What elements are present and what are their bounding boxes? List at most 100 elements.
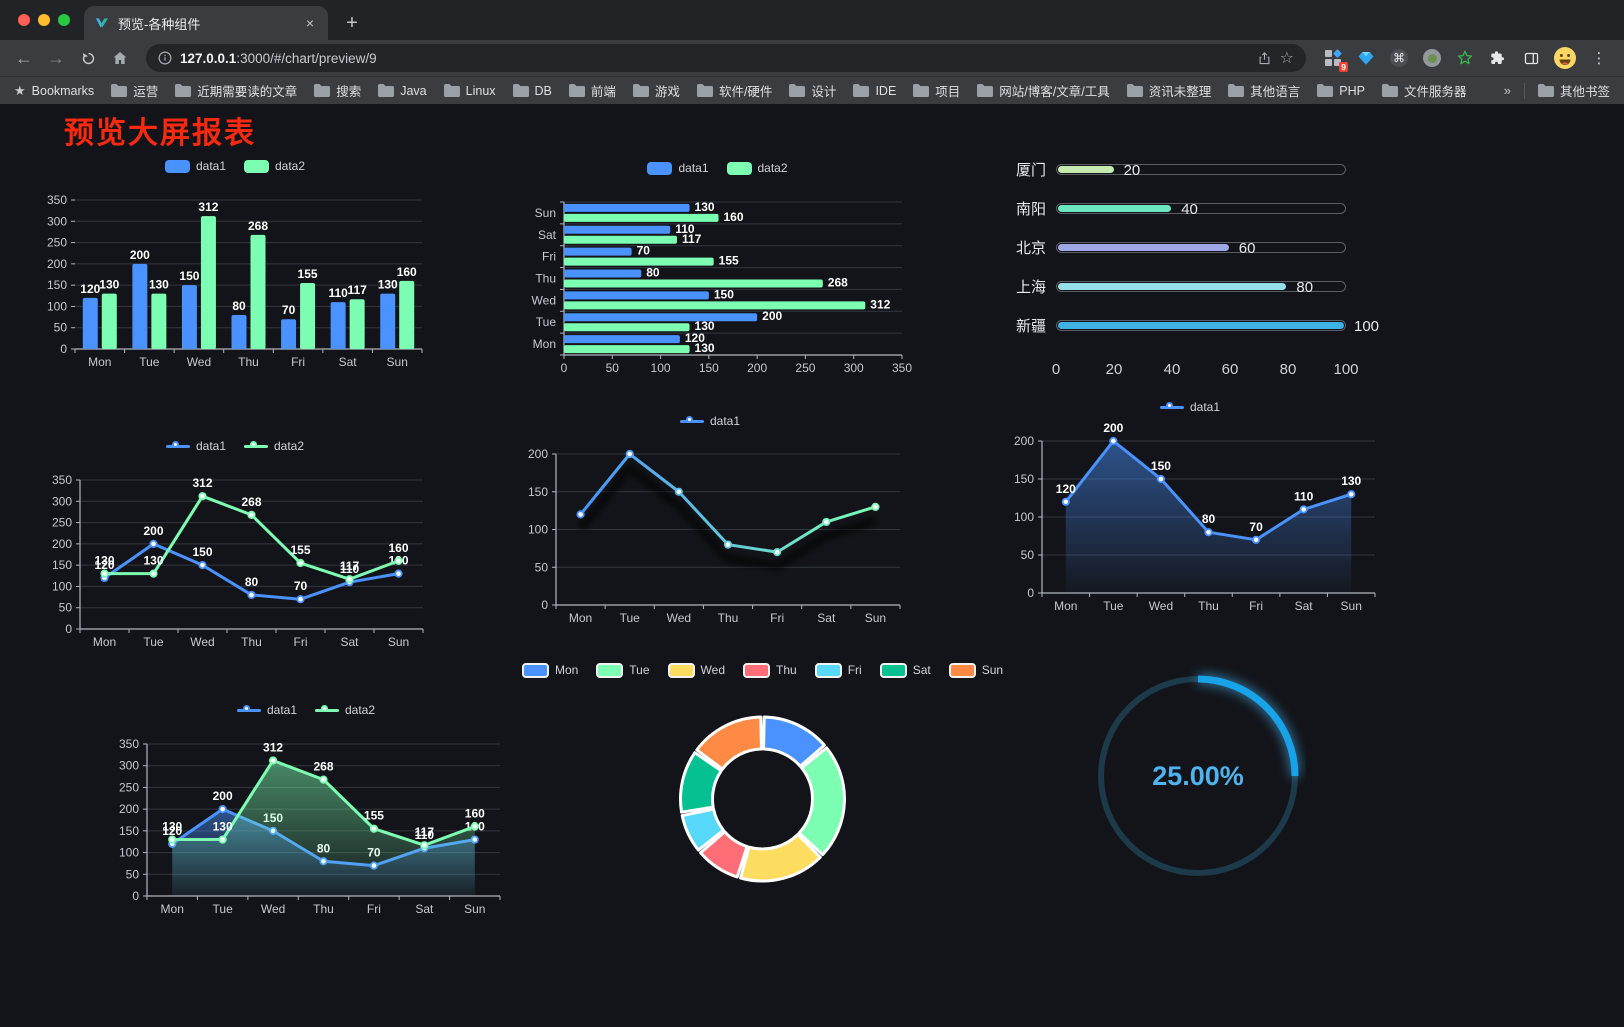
legend-item-data2[interactable]: data2 [315,703,375,717]
bookmark-folder[interactable]: PHP [1317,84,1365,98]
browser-tab[interactable]: 预览-各种组件 × [84,6,328,40]
url-text[interactable]: 127.0.0.1:3000/#/chart/preview/9 [180,51,377,66]
progress-label: 新疆 [1015,318,1046,335]
svg-text:Sat: Sat [817,611,836,625]
legend-item-Sat[interactable]: Sat [879,662,931,678]
bookmarks-manager[interactable]: ★ Bookmarks [14,83,94,99]
svg-text:Sun: Sun [865,611,886,625]
legend-item-data1[interactable]: data1 [164,159,226,173]
bookmark-folder-label: 近期需要读的文章 [197,85,298,99]
legend-item-Fri[interactable]: Fri [814,662,862,678]
bookmark-folder[interactable]: 资讯未整理 [1126,81,1211,100]
data-point-marker [247,510,256,520]
close-window-button[interactable] [18,14,30,26]
bar-segment [300,283,316,349]
bar-segment [281,319,297,349]
legend-item-data2[interactable]: data2 [726,161,788,175]
svg-text:Thu: Thu [238,355,259,369]
extension-star-icon[interactable] [1454,47,1476,69]
bar-segment [564,345,690,354]
other-bookmarks[interactable]: 其他书签 [1537,81,1610,100]
site-info-icon[interactable] [158,51,172,65]
bookmark-folder[interactable]: 设计 [789,81,836,100]
extension-gem-icon[interactable] [1355,47,1377,69]
share-icon[interactable] [1257,51,1272,66]
maximize-window-button[interactable] [58,14,70,26]
bookmarks-overflow-chevron[interactable]: » [1503,83,1511,98]
svg-text:200: 200 [52,537,72,551]
extensions-area: 9 ⌘ ⋮ [1318,46,1614,72]
legend-marker-icon [521,662,549,678]
bookmark-folder-label: PHP [1339,83,1365,98]
legend-item-data2[interactable]: data2 [244,439,304,453]
bar-segment [564,301,866,310]
svg-text:150: 150 [52,558,72,572]
data-point-marker [369,824,379,833]
new-tab-button[interactable]: + [346,11,358,34]
bar-segment [564,235,677,244]
bookmark-folder[interactable]: 网站/博客/文章/工具 [977,81,1110,100]
legend-item-data1[interactable]: data1 [679,414,740,428]
svg-text:350: 350 [892,361,912,375]
tab-close-icon[interactable]: × [305,15,315,31]
legend-item-data1[interactable]: data1 [236,703,297,717]
home-icon[interactable] [106,44,134,72]
bar-segment [250,234,266,349]
legend-item-Wed[interactable]: Wed [667,662,725,678]
legend-item-data2[interactable]: data2 [244,159,305,173]
profile-avatar[interactable] [1553,46,1577,70]
bookmark-folder[interactable]: Java [378,84,427,98]
forward-icon[interactable]: → [47,47,65,68]
progress-label: 厦门 [1015,162,1046,179]
bookmark-folder[interactable]: DB [512,84,552,98]
legend-item-data1[interactable]: data1 [1159,400,1220,414]
bookmark-folder[interactable]: 其他语言 [1228,81,1300,100]
back-icon[interactable]: ← [15,47,33,68]
svg-text:350: 350 [119,737,139,751]
dual-line-chart: data1 data2 0 50 100 150 200 250 300 350 Mon Tue Wed… [35,436,435,658]
url-bar[interactable]: 127.0.0.1:3000/#/chart/preview/9 ☆ [146,44,1306,72]
legend-item-Mon[interactable]: Mon [521,662,578,678]
bookmark-folder[interactable]: Linux [443,84,496,98]
legend-item-Sun[interactable]: Sun [948,662,1003,678]
bookmark-folder[interactable]: 前端 [568,81,616,100]
bookmark-folder-label: 搜索 [336,85,362,99]
bookmark-folder[interactable]: 项目 [913,81,960,100]
legend-item-Tue[interactable]: Tue [596,662,650,678]
progress-row: 新疆 100 [1000,306,1392,345]
svg-text:Sat: Sat [1295,599,1314,613]
legend-item-data1[interactable]: data1 [647,161,709,175]
svg-text:117: 117 [682,232,702,246]
bookmark-folder[interactable]: IDE [853,84,896,98]
bar-segment [231,314,247,349]
bookmark-folder[interactable]: 搜索 [314,81,361,100]
bookmark-folder-label: 游戏 [654,85,680,99]
legend-marker-icon [726,161,752,175]
svg-text:130: 130 [695,341,715,355]
legend-marker-icon [743,662,770,678]
gauge-canvas [1098,675,1299,876]
svg-text:160: 160 [388,541,408,555]
extension-grid-icon[interactable]: 9 [1322,47,1348,72]
area-line-chart: data1 0 50 100 150 200 Mon Tue Wed Thu Fri Sat Sun 12… [995,397,1385,617]
minimize-window-button[interactable] [38,14,50,26]
bookmark-folder[interactable]: 近期需要读的文章 [175,81,297,100]
bookmark-folder[interactable]: 运营 [111,81,158,100]
other-bookmarks-label: 其他书签 [1559,85,1610,99]
extension-record-icon[interactable] [1421,47,1443,69]
bookmark-folder[interactable]: 游戏 [632,81,680,100]
extension-command-icon[interactable]: ⌘ [1388,47,1410,69]
bookmark-folder[interactable]: 文件服务器 [1381,81,1466,100]
legend-item-Thu[interactable]: Thu [743,662,797,678]
bookmark-star-icon[interactable]: ☆ [1279,50,1294,67]
legend-item-data1[interactable]: data1 [165,439,226,453]
extensions-puzzle-icon[interactable] [1487,47,1509,69]
reload-icon[interactable] [74,44,102,72]
folder-icon [175,84,192,97]
bookmark-folder[interactable]: 软件/硬件 [696,81,772,100]
svg-text:Fri: Fri [770,611,784,625]
svg-text:80: 80 [646,266,660,280]
side-panel-icon[interactable] [1520,47,1542,69]
browser-menu-icon[interactable]: ⋮ [1591,50,1607,67]
